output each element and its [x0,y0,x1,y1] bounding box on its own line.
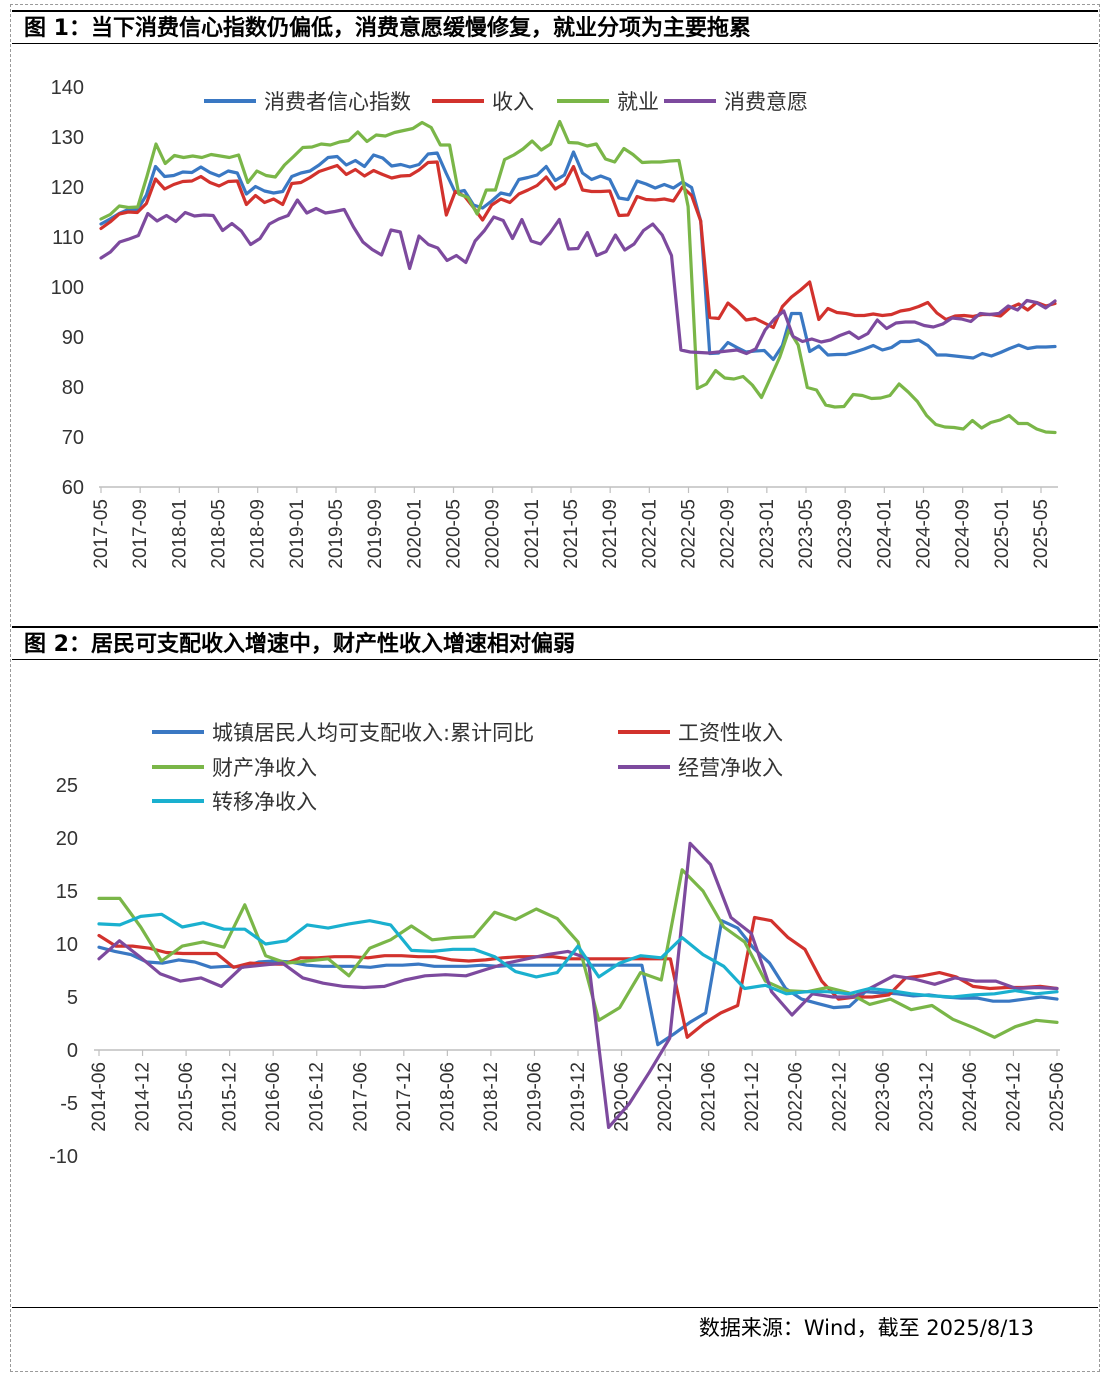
fig2-x-tick-label: 2021-12 [742,1062,763,1132]
fig2-x-tick-label: 2015-06 [176,1062,197,1132]
fig1-x-tick-label: 2024-01 [874,499,895,569]
fig1-x-tick-label: 2017-09 [130,499,151,569]
fig2-series-5-line [97,912,1059,999]
fig2-y-tick-label: 0 [67,1040,78,1062]
fig2-x-tick-label: 2016-06 [263,1062,284,1132]
fig1-x-tick-label: 2023-01 [757,499,778,569]
fig2-x-tick-label: 2018-06 [437,1062,458,1132]
fig2-x-tick-label: 2017-12 [394,1062,415,1132]
fig1-series-1-line [99,150,1057,362]
fig2-y-tick-label: 25 [56,775,78,797]
fig1-legend-label: 收入 [492,90,534,114]
fig2-x-tick-label: 2023-06 [873,1062,894,1132]
fig1-legend-label: 消费者信心指数 [264,90,411,114]
fig2-y-tick-label: 15 [56,881,78,903]
fig1-x-tick-label: 2022-01 [639,499,660,569]
fig2-x-tick-label: 2023-12 [916,1062,937,1132]
fig2-x-tick-label: 2021-06 [699,1062,720,1132]
fig2-x-tick-label: 2024-06 [960,1062,981,1132]
fig2-x-tick-label: 2016-12 [307,1062,328,1132]
figure1-title: 图 1：当下消费信心指数仍偏低，消费意愿缓慢修复，就业分项为主要拖累 [12,10,1098,44]
fig1-y-tick-label: 110 [52,227,84,249]
fig2-y-tick-label: -10 [49,1146,78,1168]
fig2-series-2-line [97,915,1059,1039]
figure1-chart: 60 70 80 90 100 110 120 130 140 2017-05 2017-09 201… [51,77,1058,569]
fig1-y-tick-label: 60 [62,477,84,499]
fig1-x-tick-label: 2022-05 [679,499,700,569]
fig1-x-tick-label: 2023-05 [796,499,817,569]
fig2-legend-label: 城镇居民人均可支配收入:累计同比 [212,721,534,745]
fig1-x-tick-label: 2025-05 [1031,499,1052,569]
fig1-series-3-line [99,119,1057,435]
fig2-legend-label: 经营净收入 [678,756,783,780]
figure2-chart: -10 -5 0 5 10 15 20 25 2014-06 2014-12 2015-06 2015… [49,721,1068,1168]
fig2-legend-label: 工资性收入 [678,721,783,745]
fig2-x-tick-label: 2017-06 [350,1062,371,1132]
fig1-x-tick-label: 2019-01 [287,499,308,569]
fig1-y-tick-label: 100 [51,277,84,299]
fig1-y-tick-label: 120 [51,177,84,199]
fig1-x-tick-label: 2020-05 [444,499,465,569]
fig2-x-tick-label: 2014-06 [89,1062,110,1132]
fig1-y-tick-label: 80 [62,377,84,399]
fig1-legend-label: 就业 [617,90,659,114]
fig1-x-tick-label: 2019-05 [326,499,347,569]
fig2-x-tick-label: 2022-12 [829,1062,850,1132]
fig1-legend-label: 消费意愿 [724,90,808,114]
fig1-x-tick-label: 2022-09 [718,499,739,569]
fig2-x-tick-label: 2024-12 [1003,1062,1024,1132]
fig1-x-tick-label: 2025-01 [992,499,1013,569]
fig2-y-tick-label: 5 [67,987,78,1009]
fig1-y-tick-label: 140 [51,77,84,99]
fig1-y-tick-label: 90 [62,327,84,349]
fig2-series-4-line [97,841,1059,1129]
fig1-x-tick-label: 2017-05 [91,499,112,569]
fig2-legend-label: 转移净收入 [212,790,317,814]
figure2-title: 图 2：居民可支配收入增速中，财产性收入增速相对偏弱 [12,626,1098,660]
fig2-y-tick-label: 20 [56,828,78,850]
fig1-x-tick-label: 2024-09 [953,499,974,569]
fig1-x-tick-label: 2018-01 [169,499,190,569]
fig1-y-tick-label: 70 [62,427,84,449]
fig1-x-tick-label: 2018-05 [209,499,230,569]
fig1-x-tick-label: 2023-09 [835,499,856,569]
fig1-x-tick-label: 2021-09 [600,499,621,569]
fig1-series-4-line [99,198,1057,356]
fig2-x-tick-label: 2020-12 [655,1062,676,1132]
fig1-x-tick-label: 2020-01 [404,499,425,569]
fig1-x-tick-label: 2021-05 [561,499,582,569]
fig1-y-tick-label: 130 [51,127,84,149]
fig2-x-tick-label: 2014-12 [133,1062,154,1132]
fig2-x-tick-label: 2019-06 [524,1062,545,1132]
fig1-x-tick-label: 2019-09 [365,499,386,569]
fig1-x-tick-label: 2024-05 [914,499,935,569]
page-frame [10,4,1100,1372]
fig2-y-tick-label: -5 [60,1093,78,1115]
fig2-x-tick-label: 2020-06 [612,1062,633,1132]
fig1-series-2-line [99,160,1057,330]
fig2-x-tick-label: 2025-06 [1047,1062,1068,1132]
fig2-x-tick-label: 2015-12 [220,1062,241,1132]
fig1-x-tick-label: 2018-09 [248,499,269,569]
source-divider [12,1307,1098,1308]
fig2-x-tick-label: 2019-12 [568,1062,589,1132]
fig2-y-tick-label: 10 [56,934,78,956]
data-source-note: 数据来源：Wind，截至 2025/8/13 [698,1316,1034,1340]
fig1-x-tick-label: 2020-09 [483,499,504,569]
fig2-x-tick-label: 2018-12 [481,1062,502,1132]
fig2-legend-label: 财产净收入 [212,756,317,780]
fig2-x-tick-label: 2022-06 [786,1062,807,1132]
fig1-x-tick-label: 2021-01 [522,499,543,569]
fig2-series-1-line [97,919,1059,1047]
